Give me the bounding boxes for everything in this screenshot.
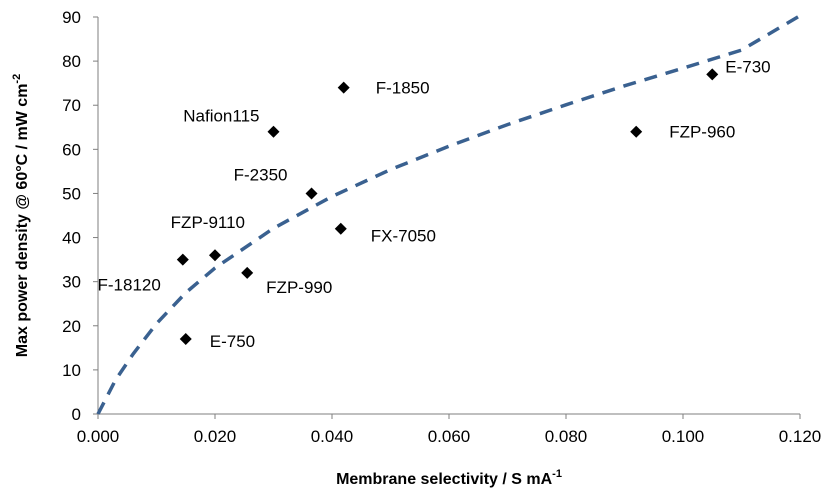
y-axis-title-text: Max power density @ 60°C / mW cm: [14, 84, 31, 358]
x-axis-ticks: 0.000 0.020 0.040 0.060 0.080 0.100 0.120: [77, 414, 822, 446]
x-tick-label: 0.020: [194, 427, 237, 446]
y-tick-label: 70: [62, 96, 81, 115]
x-tick-label: 0.120: [779, 427, 822, 446]
data-point-marker: [209, 249, 221, 262]
x-axis-title-superscript: -1: [552, 468, 562, 480]
data-point-marker: [305, 187, 318, 200]
data-point-marker: [176, 253, 189, 266]
data-point-label: FX-7050: [371, 227, 436, 246]
data-point-label: F-18120: [97, 276, 160, 295]
data-point-label: E-730: [725, 57, 770, 76]
x-axis-title: Membrane selectivity / S mA-1: [336, 468, 562, 488]
y-axis-title: Max power density @ 60°C / mW cm-2: [11, 74, 31, 357]
y-axis-title-superscript: -2: [11, 74, 23, 84]
data-point-marker: [241, 266, 254, 279]
x-tick-label: 0.060: [428, 427, 471, 446]
data-point-label: FZP-990: [266, 278, 332, 297]
y-tick-label: 60: [62, 140, 81, 159]
x-tick-label: 0.040: [311, 427, 354, 446]
data-point-marker: [706, 68, 719, 81]
y-tick-label: 10: [62, 361, 81, 380]
y-tick-label: 0: [72, 405, 81, 424]
x-tick-label: 0.080: [545, 427, 588, 446]
data-point-marker: [337, 81, 350, 94]
y-tick-label: 40: [62, 229, 81, 248]
x-tick-label: 0.100: [662, 427, 705, 446]
y-tick-label: 20: [62, 317, 81, 336]
trendline: [96, 14, 801, 415]
point-labels: E-730 F-1850 Nafion115 FZP-960 F-2350 FX-7050…: [97, 57, 770, 351]
data-point-marker: [334, 222, 347, 235]
y-tick-label: 50: [62, 184, 81, 203]
data-point-label: FZP-960: [669, 123, 735, 142]
y-tick-label: 90: [62, 8, 81, 27]
data-points: [176, 68, 719, 346]
data-point-label: F-1850: [376, 79, 430, 98]
data-point-label: F-2350: [234, 165, 288, 184]
y-axis-ticks: 0 10 20 30 40 50 60 70 80 90: [62, 8, 98, 424]
data-point-label: Nafion115: [183, 107, 259, 126]
x-tick-label: 0.000: [77, 427, 120, 446]
data-point-marker: [179, 333, 192, 346]
x-axis-title-text: Membrane selectivity / S mA: [336, 471, 553, 488]
y-tick-label: 80: [62, 52, 81, 71]
data-point-label: E-750: [210, 332, 255, 351]
y-tick-label: 30: [62, 273, 81, 292]
data-point-label: FZP-9110: [171, 213, 245, 232]
data-point-marker: [630, 125, 643, 138]
data-point-marker: [267, 125, 280, 138]
